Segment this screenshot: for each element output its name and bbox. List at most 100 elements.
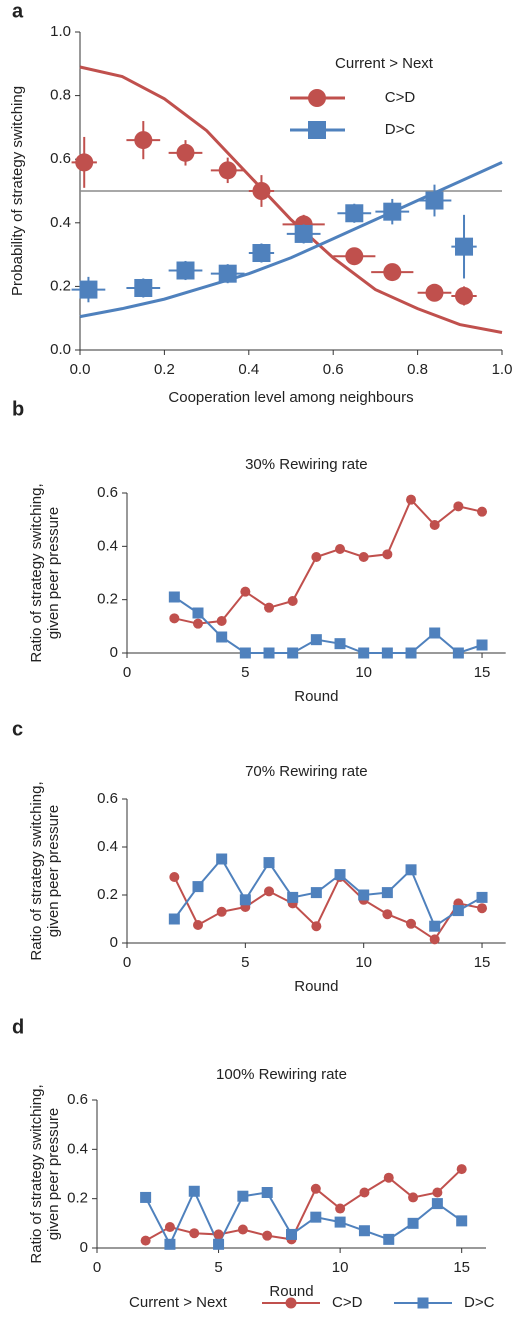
point [381,647,393,659]
point [192,607,204,619]
x-tick-label: 0 [123,954,131,971]
point [262,1230,273,1241]
point [240,586,251,597]
point [383,1233,395,1245]
point [477,506,488,517]
panel-label: a [12,0,24,22]
point [237,1224,248,1235]
panel-label: d [12,1016,24,1038]
x-tick-label: 15 [474,954,491,971]
y-tick-label: 0.4 [97,838,118,855]
y-axis-label: Ratio of strategy switching, given peer … [28,483,62,663]
point [218,264,237,283]
point [286,1228,297,1240]
fit-curve [79,65,503,334]
point [406,494,417,505]
point [176,143,195,162]
point [381,887,393,899]
point [429,520,440,530]
point [335,544,346,554]
point [383,1172,394,1183]
point [176,261,195,280]
point [287,891,299,903]
chart-title: 100% Rewiring rate [216,1066,347,1083]
x-tick-label: 0.0 [70,361,91,378]
x-tick-label: 0.6 [323,361,344,378]
x-tick-label: 10 [332,1259,349,1276]
point [294,224,313,243]
point [310,1183,321,1194]
point [216,853,228,865]
point [358,1225,370,1237]
y-tick-label: 0.6 [97,484,118,501]
point [213,1229,224,1240]
series-line [174,497,483,625]
point [168,591,180,603]
point [382,549,393,560]
point [358,552,369,562]
legend-marker [417,1297,429,1309]
point [287,647,299,659]
y-tick-label: 0.4 [50,214,71,231]
point [358,889,370,901]
point [264,602,275,613]
y-tick-label: 0.8 [50,87,71,104]
x-tick-label: 10 [355,664,372,681]
point [216,616,227,626]
point [134,278,153,297]
point [383,263,402,282]
point [432,1187,443,1198]
x-axis-label: Cooperation level among neighbours [168,389,413,406]
point [168,913,180,925]
y-tick-label: 0 [110,644,118,661]
x-tick-label: 1.0 [492,361,513,378]
point [405,647,417,659]
point [310,1211,322,1223]
point [75,153,94,172]
point [405,864,417,876]
y-axis-label: Ratio of strategy switching, given peer … [28,781,62,961]
point [193,618,204,629]
y-tick-label: 0 [80,1239,88,1256]
point [455,286,474,305]
point [311,921,322,932]
point [169,872,180,882]
point [140,1191,152,1203]
point [408,1192,419,1203]
x-tick-label: 0.8 [407,361,428,378]
y-tick-label: 0.0 [50,341,71,358]
y-tick-label: 0.2 [97,886,118,903]
point [425,283,444,302]
point [140,1235,151,1246]
point [406,918,417,929]
y-axis-label: Probability of strategy switching [9,86,26,296]
point [431,1198,443,1210]
point [429,934,440,945]
y-tick-label: 0 [110,934,118,951]
point [334,869,346,881]
point [456,1164,467,1175]
y-tick-label: 0.6 [67,1091,88,1108]
point [452,647,464,659]
point [218,161,237,180]
x-axis-label: Round [294,688,338,705]
point [193,920,204,930]
panel-label: c [12,718,23,740]
point [134,131,153,150]
point [192,881,204,893]
point [359,1187,370,1198]
y-tick-label: 0.6 [50,150,71,167]
point [429,627,441,639]
x-axis-label: Round [294,978,338,995]
point [345,204,364,223]
y-tick-label: 0.2 [67,1190,88,1207]
y-tick-label: 0.2 [50,277,71,294]
point [358,647,370,659]
legend-title: Current > Next [129,1294,228,1311]
point [239,894,251,906]
x-tick-label: 15 [453,1259,470,1276]
y-tick-label: 0.6 [97,790,118,807]
point [382,909,393,920]
point [213,1238,225,1250]
